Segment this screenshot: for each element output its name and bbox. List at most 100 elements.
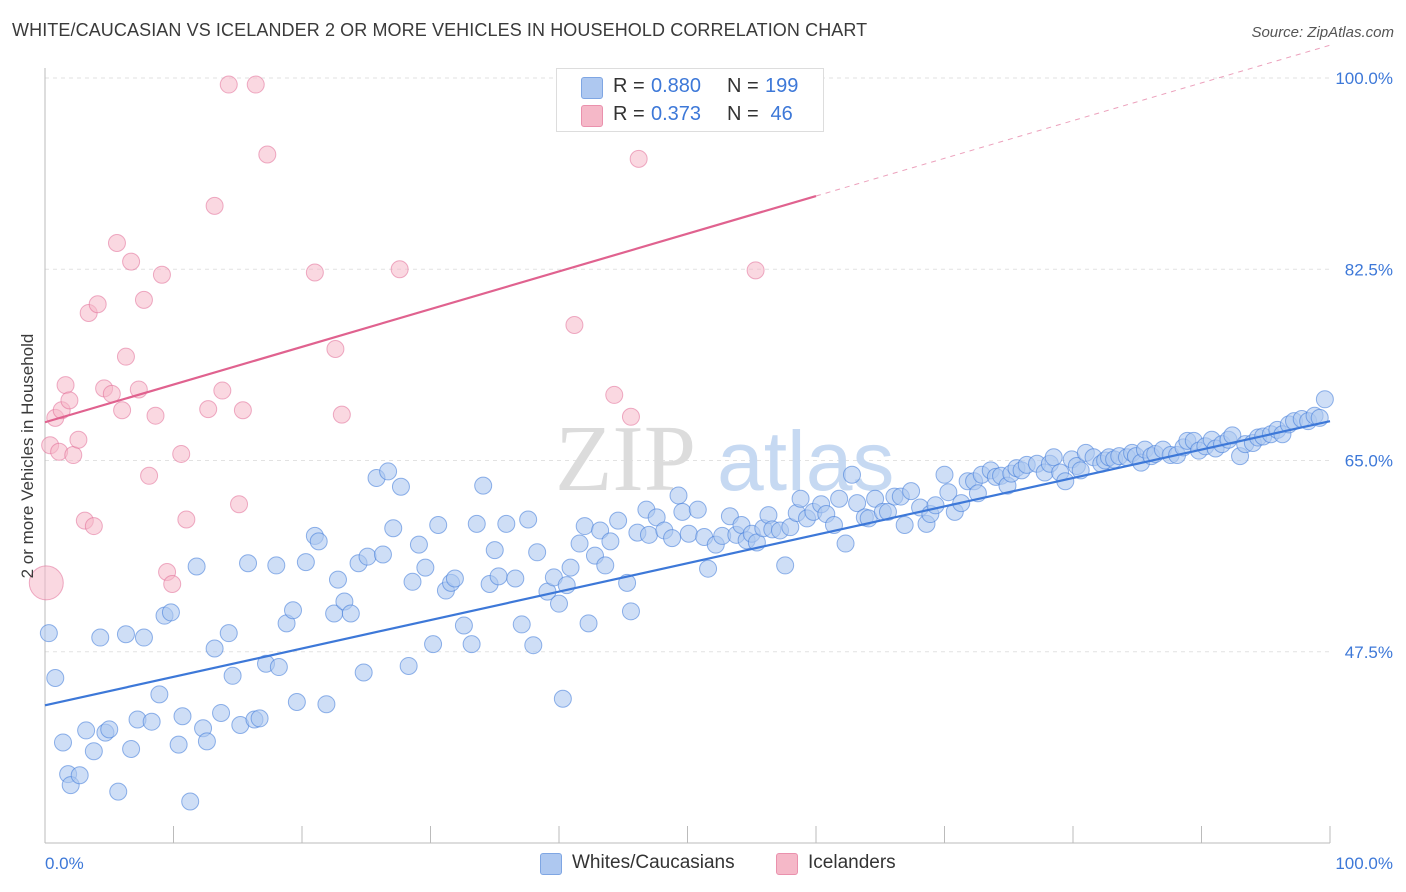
bottom-legend-swatch-whites [540, 853, 562, 875]
data-point-whites [161, 603, 180, 622]
data-point-whites [70, 766, 89, 785]
data-point-whites [639, 525, 658, 544]
data-point-whites [1315, 390, 1334, 409]
y-axis-label: 2 or more Vehicles in Household [18, 334, 37, 579]
data-point-whites [550, 594, 568, 613]
data-point-whites [575, 517, 594, 536]
data-point-whites [902, 482, 921, 501]
data-point-icelanders [163, 574, 182, 593]
series-whites-points [39, 390, 1334, 811]
data-point-icelanders [332, 405, 351, 424]
data-point-whites [219, 624, 238, 643]
x-tick-label: 100.0% [1335, 854, 1393, 873]
data-point-whites [287, 693, 306, 712]
data-point-whites [524, 636, 543, 655]
data-point-whites [77, 721, 96, 740]
data-point-whites [358, 547, 377, 566]
data-point-icelanders [134, 290, 153, 309]
trend-lines [44, 44, 1331, 707]
data-point-whites [100, 720, 119, 739]
data-point-icelanders [230, 495, 249, 514]
data-point-whites [848, 494, 867, 513]
trend-line-whites [44, 420, 1331, 707]
legend-swatch-icelanders [581, 105, 603, 127]
data-point-whites [205, 639, 224, 658]
trend-line-icelanders [44, 194, 817, 424]
data-point-whites [601, 532, 620, 551]
data-point-whites [391, 477, 410, 496]
data-point-whites [462, 635, 481, 654]
data-point-icelanders [746, 261, 765, 280]
y-tick-label: 100.0% [1335, 69, 1393, 88]
data-point-whites [512, 615, 531, 634]
legend: R = 0.880 N = 199 R = 0.373 N = 46 [556, 68, 824, 132]
data-point-icelanders [565, 315, 584, 334]
data-point-icelanders [28, 565, 64, 601]
data-point-whites [239, 554, 258, 573]
legend-n-label: N = [727, 103, 759, 125]
data-point-whites [169, 735, 188, 754]
data-point-whites [926, 496, 945, 515]
data-point-icelanders [621, 407, 640, 426]
tick-labels: 47.5% 65.0% 82.5% 100.0% 0.0% 100.0% [45, 69, 1393, 873]
data-point-icelanders [113, 401, 132, 420]
data-point-whites [379, 462, 398, 481]
data-point-whites [39, 624, 58, 643]
data-point-icelanders [177, 510, 196, 529]
data-point-whites [836, 534, 855, 553]
data-point-whites [596, 556, 615, 575]
data-point-whites [116, 625, 135, 644]
data-point-icelanders [88, 295, 107, 314]
data-point-icelanders [199, 400, 218, 419]
data-point-whites [296, 553, 315, 572]
axes [44, 68, 1331, 844]
data-point-whites [621, 602, 640, 621]
data-point-whites [223, 666, 242, 685]
x-tick-label: 0.0% [45, 854, 84, 873]
data-point-icelanders [326, 340, 345, 359]
data-point-whites [474, 476, 493, 495]
data-point-icelanders [233, 401, 252, 420]
bottom-legend-label-whites: Whites/Caucasians [572, 852, 735, 873]
data-point-whites [109, 782, 128, 801]
data-point-whites [134, 628, 153, 647]
data-point-whites [84, 742, 103, 761]
data-point-icelanders [122, 252, 141, 271]
data-point-whites [197, 732, 216, 751]
legend-n-value: 199 [765, 75, 799, 97]
legend-swatch-whites [581, 77, 603, 99]
data-point-whites [269, 658, 288, 677]
data-point-icelanders [56, 376, 75, 395]
data-point-whites [489, 567, 508, 586]
data-point-whites [467, 514, 486, 533]
legend-n-label: N = [727, 75, 759, 97]
data-point-icelanders [64, 446, 83, 465]
legend-r-value: 0.880 [651, 75, 702, 97]
data-point-whites [830, 489, 849, 508]
data-point-icelanders [213, 381, 232, 400]
data-point-whites [212, 703, 231, 722]
data-point-icelanders [172, 444, 191, 463]
data-point-icelanders [390, 260, 409, 279]
legend-r-label: R = [613, 75, 645, 97]
data-point-icelanders [246, 75, 265, 94]
data-point-whites [618, 573, 637, 592]
data-point-whites [519, 510, 538, 529]
data-point-whites [317, 695, 336, 714]
data-point-whites [842, 465, 861, 484]
data-point-whites [181, 792, 200, 811]
data-point-whites [570, 534, 589, 553]
data-point-icelanders [258, 145, 277, 164]
chart-title: WHITE/CAUCASIAN VS ICELANDER 2 OR MORE V… [12, 20, 868, 40]
data-point-whites [142, 712, 161, 731]
data-point-whites [579, 614, 598, 633]
data-point-icelanders [152, 265, 171, 284]
data-point-whites [267, 556, 286, 575]
data-point-whites [122, 740, 141, 759]
data-point-whites [373, 545, 392, 564]
data-point-whites [429, 515, 448, 534]
data-point-whites [354, 663, 373, 682]
data-point-whites [416, 558, 435, 577]
data-point-whites [776, 556, 795, 575]
